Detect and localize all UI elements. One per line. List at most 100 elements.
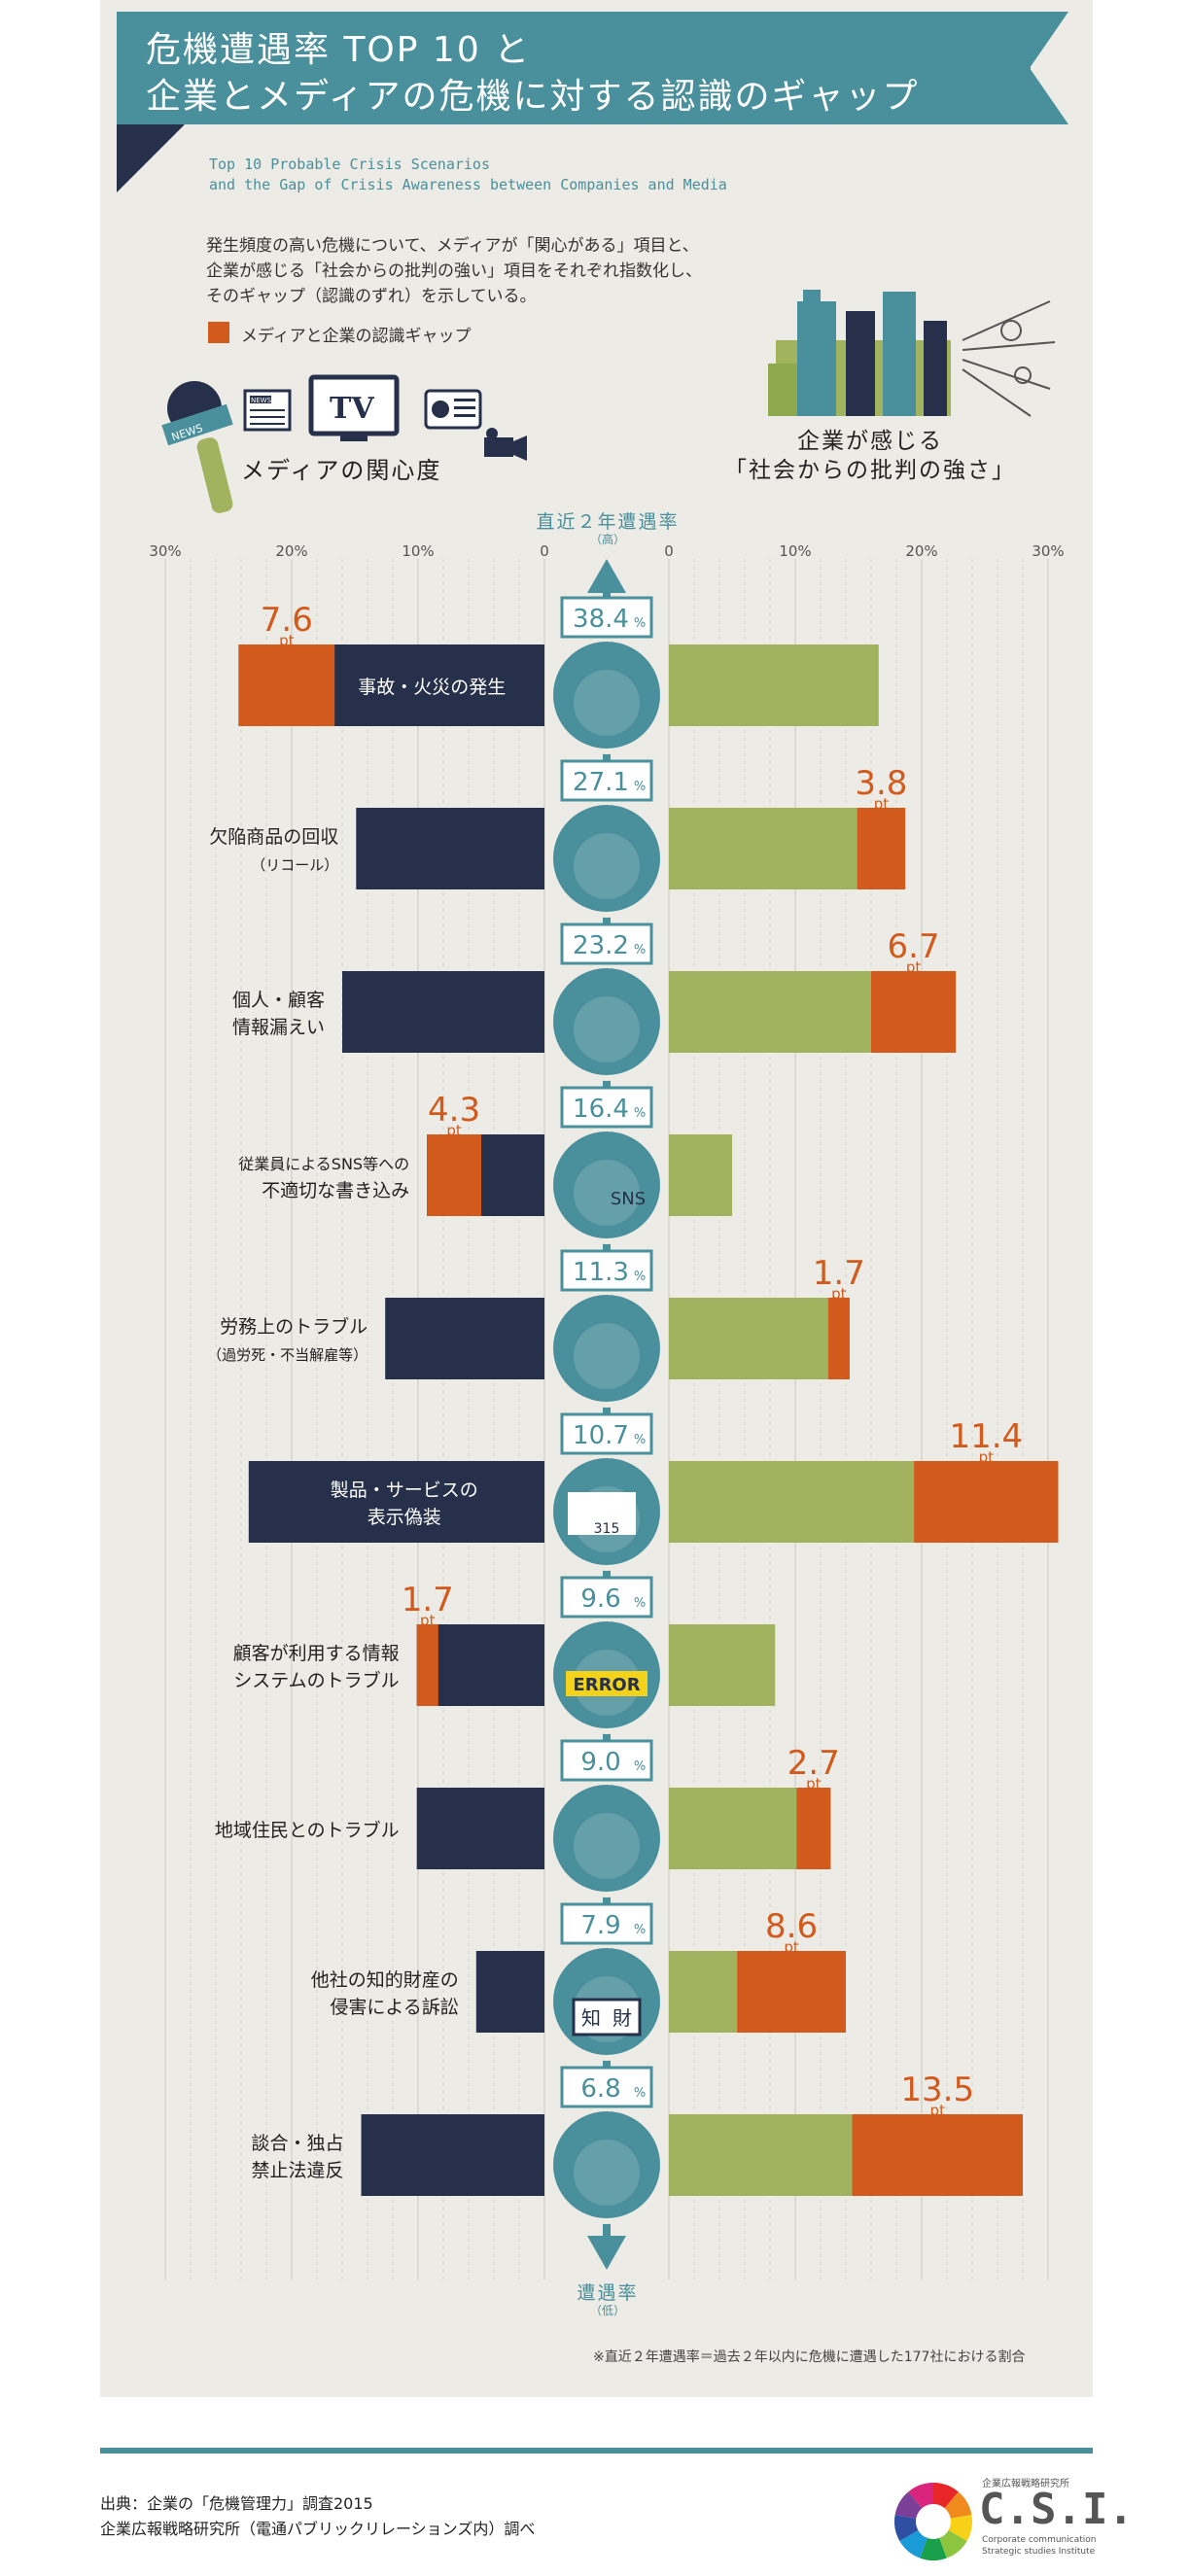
logo-ring-segment	[894, 2515, 919, 2541]
logo-ring-segment	[899, 2530, 928, 2559]
book-icon	[572, 1998, 642, 2036]
gap-bar	[238, 644, 335, 726]
footnote: ※直近２年遭遇率＝過去２年以内に危機に遭遇した177社における割合	[593, 2350, 1026, 2365]
scenario-icon	[574, 670, 640, 736]
chizai-icon-text-2: 財	[612, 2006, 632, 2030]
svg-text:TV: TV	[330, 392, 374, 426]
media-bar	[416, 1788, 544, 1869]
gap-unit-label: pt	[979, 1448, 995, 1466]
tv-icon: TV	[308, 374, 400, 441]
logo-ring-segment	[894, 2491, 923, 2519]
category-label: 個人・顧客	[232, 990, 325, 1011]
rate-value: 9.6	[580, 1584, 620, 1614]
company-bar	[669, 1298, 850, 1379]
logo-en-line2: Strategic studies Institute	[982, 2547, 1096, 2557]
rate-value: 7.9	[580, 1911, 620, 1940]
company-bar	[669, 644, 879, 726]
gap-bar	[827, 1298, 850, 1379]
rate-label-box	[560, 1739, 653, 1782]
category-label: システムのトラブル	[233, 1669, 399, 1691]
category-label: 不適切な書き込み	[262, 1180, 409, 1201]
rate-unit: %	[634, 2086, 646, 2101]
gap-value-label: 4.3	[428, 1091, 480, 1130]
logo-mark: C.S.I.	[979, 2485, 1134, 2534]
error-icon-text: ERROR	[573, 1675, 640, 1695]
tick-label: 10%	[402, 542, 434, 560]
scenario-icon	[574, 1813, 640, 1879]
gap-value-label: 13.5	[900, 2071, 974, 2109]
source-line2: 企業広報戦略研究所（電通パブリックリレーションズ内）調べ	[100, 2520, 536, 2538]
center-axis-bottom-sub: （低）	[589, 2304, 625, 2317]
price-icon-text: 315	[594, 1521, 620, 1537]
chizai-icon-text-1: 知	[581, 2006, 601, 2030]
rate-label-box	[560, 1902, 653, 1945]
rate-value: 23.2	[573, 931, 629, 960]
rate-unit: %	[634, 1270, 646, 1284]
gap-unit-label: pt	[906, 958, 922, 976]
rate-value: 16.4	[573, 1095, 629, 1124]
gap-bar	[796, 1788, 831, 1869]
center-axis-bottom-title: 遭遇率	[577, 2282, 639, 2304]
rate-label-box	[560, 596, 653, 639]
gap-value-label: 7.6	[261, 601, 313, 640]
price-tag-icon	[568, 1492, 636, 1535]
media-bar	[356, 808, 544, 889]
video-camera-icon	[484, 428, 527, 461]
gap-unit-label: pt	[446, 1122, 462, 1139]
description-line1: 発生頻度の高い危機について、メディアが「関心がある」項目と、	[206, 236, 699, 256]
category-label: （過労死・不当解雇等）	[207, 1346, 368, 1364]
category-label: 製品・サービスの	[331, 1479, 478, 1501]
gap-unit-label: pt	[784, 1938, 799, 1956]
category-label: 他社の知的財産の	[311, 1969, 459, 1991]
category-label: （リコール）	[251, 856, 338, 874]
newspaper-icon: NEWS	[243, 389, 292, 432]
category-label: 禁止法違反	[251, 2160, 343, 2181]
rate-value: 38.4	[573, 605, 629, 634]
scenario-icon	[574, 2140, 640, 2206]
rate-value: 9.0	[580, 1748, 620, 1777]
rate-label-box	[560, 1576, 653, 1619]
category-label: 談合・独占	[251, 2133, 343, 2154]
gap-value-label: 3.8	[855, 764, 907, 803]
gap-unit-label: pt	[874, 795, 890, 813]
scenario-icon	[574, 996, 640, 1062]
legend-gap-swatch	[208, 322, 229, 343]
logo-org-name: 企業広報戦略研究所	[982, 2479, 1069, 2489]
rate-label-box	[560, 922, 653, 965]
subtitle-en-line2: and the Gap of Crisis Awareness between …	[209, 176, 727, 193]
logo-ring-segment	[920, 2537, 947, 2560]
gap-unit-label: pt	[831, 1285, 847, 1303]
error-badge	[566, 1671, 648, 1696]
rate-unit: %	[634, 1433, 646, 1447]
gap-unit-label: pt	[279, 632, 295, 649]
page-title-line1: 危機遭遇率 TOP 10 と	[146, 30, 532, 70]
scenario-icon	[574, 1323, 640, 1389]
gap-bar	[857, 808, 906, 889]
media-bar	[475, 1951, 544, 2033]
company-axis-label-line1: 企業が感じる	[797, 429, 943, 454]
rate-value: 10.7	[573, 1421, 629, 1450]
radio-icon	[424, 389, 482, 430]
logo-ring-icon	[894, 2483, 972, 2560]
rate-unit: %	[634, 1596, 646, 1611]
gap-value-label: 1.7	[813, 1254, 865, 1293]
sns-icon-text: SNS	[611, 1189, 646, 1209]
rate-label-box	[560, 1249, 653, 1292]
banner-fold	[117, 124, 185, 192]
rate-circle	[547, 1289, 666, 1408]
scenario-icon	[574, 833, 640, 899]
rate-value: 27.1	[573, 768, 629, 797]
category-label: 侵害による訴訟	[330, 1997, 458, 2018]
banner-tail	[1030, 12, 1068, 124]
gap-value-label: 6.7	[888, 927, 940, 966]
rate-circle	[547, 962, 666, 1081]
category-label: 事故・火災の発生	[358, 677, 506, 698]
building-icon	[768, 290, 951, 416]
category-label: 地域住民とのトラブル	[215, 1819, 400, 1841]
logo-ring-segment	[944, 2491, 972, 2519]
company-bar	[669, 1134, 732, 1216]
tick-label: 10%	[779, 542, 811, 560]
tick-label: 0	[664, 542, 674, 560]
company-bar	[669, 1624, 776, 1706]
company-axis-label-line2: 「社会からの批判の強さ」	[724, 458, 1016, 483]
